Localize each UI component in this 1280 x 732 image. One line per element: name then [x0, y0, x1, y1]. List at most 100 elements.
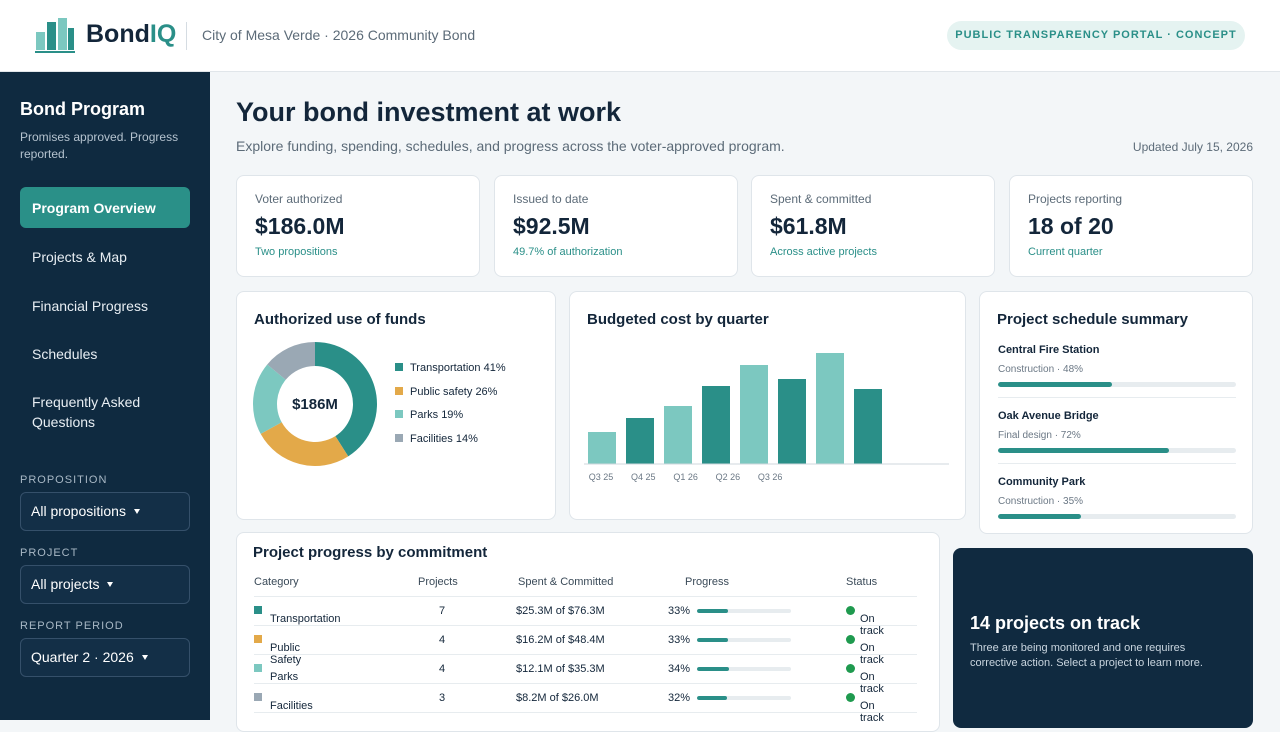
divider — [186, 22, 187, 50]
table-title: Project progress by commitment — [253, 544, 488, 561]
callout[interactable]: 14 projects on track Three are being mon… — [953, 548, 1253, 728]
x-tick-label: Q2 26 — [716, 472, 741, 482]
progress-fill — [697, 609, 729, 613]
table-row[interactable]: Public Safety 4 $16.2M of $48.4M 33% On trac… — [254, 626, 917, 666]
filter-select[interactable]: Quarter 2 · 2026 — [20, 638, 190, 677]
bar — [816, 353, 844, 464]
x-tick-label: Q1 26 — [673, 472, 698, 482]
progress-fill — [998, 514, 1082, 519]
column-header: Category — [254, 576, 299, 588]
bar — [664, 406, 692, 464]
badge: PUBLIC TRANSPARENCY PORTAL · CONCEPT — [947, 21, 1245, 50]
category-swatch — [254, 693, 262, 701]
brand-accent: IQ — [149, 20, 177, 48]
donut-segment — [267, 342, 315, 380]
progress-track — [998, 382, 1236, 387]
spent-cell: $16.2M of $48.4M — [516, 634, 605, 646]
schedule-status: Construction · 35% — [998, 496, 1084, 507]
kpi-card: Spent & committed $61.8M Across active pro… — [751, 175, 995, 277]
brand[interactable]: BondIQ — [86, 20, 176, 49]
legend-item: Parks 19% — [395, 409, 463, 421]
filter-select[interactable]: All propositions — [20, 492, 190, 531]
bar-card: Budgeted cost by quarter Q3 25 Q4 25 Q1 26… — [569, 291, 966, 520]
spent-cell: $8.2M of $26.0M — [516, 692, 599, 704]
status-icon — [846, 664, 855, 673]
chart-title: Budgeted cost by quarter — [587, 311, 769, 328]
progress-label: 33% — [668, 605, 691, 617]
table-row[interactable]: Parks 4 $12.1M of $35.3M 34% On track — [254, 655, 917, 695]
bar — [740, 365, 768, 464]
progress-fill — [998, 448, 1170, 453]
status-text: On track — [860, 700, 884, 724]
table-row[interactable]: Transportation 7 $25.3M of $76.3M 33% On tra… — [254, 597, 917, 637]
progress-track — [697, 696, 791, 700]
filter-label: PROPOSITION — [20, 474, 108, 486]
kpi-label: Issued to date — [513, 192, 589, 206]
status-icon — [846, 606, 855, 615]
progress-fill — [697, 638, 729, 642]
kpi-label: Projects reporting — [1028, 192, 1123, 206]
column-header: Projects — [418, 576, 458, 588]
category-name: Public Safety — [270, 642, 302, 666]
nav-item[interactable]: Frequently Asked Questions — [20, 382, 190, 442]
filter-label: PROJECT — [20, 547, 79, 559]
schedule-name: Oak Avenue Bridge — [998, 410, 1099, 422]
donut-center-label: $186M — [292, 396, 338, 413]
nav-item[interactable]: Financial Progress — [20, 285, 190, 326]
nav-label: Financial Progress — [32, 297, 148, 314]
sidebar-subtitle: Promises approved. Progress reported. — [20, 130, 179, 161]
legend-value: 26% — [475, 385, 498, 398]
legend-swatch — [395, 363, 403, 371]
kpi-value: $186.0M — [255, 213, 345, 239]
bar — [778, 379, 806, 464]
nav-item[interactable]: Program Overview — [20, 187, 190, 228]
donut-chart: $186M — [253, 342, 377, 466]
nav-item[interactable]: Projects & Map — [20, 236, 190, 277]
status-text: On track — [860, 671, 884, 695]
category-cell: Transportation — [254, 605, 341, 625]
sidebar-title: Bond Program — [20, 99, 146, 119]
kpi-value: $61.8M — [770, 213, 847, 239]
kpi-card: Projects reporting 18 of 20 Current quarte… — [1009, 175, 1253, 277]
table-card: Project progress by commitment Category P… — [236, 532, 940, 732]
category-name: Facilities — [270, 700, 313, 712]
schedule-name: Central Fire Station — [998, 344, 1100, 356]
nav-item[interactable]: Schedules — [20, 333, 190, 374]
progress-track — [697, 638, 791, 642]
legend-swatch — [395, 386, 403, 395]
progress-track — [697, 609, 791, 613]
kpi-value: $92.5M — [513, 213, 590, 239]
filter-select[interactable]: All projects — [20, 565, 190, 604]
legend-value: 19% — [441, 409, 464, 421]
x-tick-label: Q3 26 — [758, 472, 783, 482]
table-row[interactable]: Facilities 3 $8.2M of $26.0M 32% On track — [254, 684, 917, 724]
spent-cell: $25.3M of $76.3M — [516, 605, 605, 617]
x-tick-label: Q3 25 — [589, 472, 614, 482]
kpi-card: Issued to date $92.5M 49.7% of authorizati… — [494, 175, 738, 277]
bar — [702, 386, 730, 464]
status-icon — [846, 635, 855, 644]
column-header: Status — [846, 576, 878, 588]
legend-name: Parks — [410, 409, 439, 421]
kpi-label: Spent & committed — [770, 192, 872, 206]
schedule-card: Project schedule summary Central Fire St… — [979, 291, 1253, 534]
progress-fill — [697, 696, 728, 700]
progress-label: 33% — [668, 634, 691, 646]
kpi-card: Voter authorized $186.0M Two propositions — [236, 175, 480, 277]
bar — [626, 418, 654, 464]
column-header: Spent & Committed — [518, 576, 614, 588]
legend-swatch — [395, 433, 403, 442]
nav-label: Program Overview — [32, 199, 156, 216]
legend-name: Transportation — [410, 362, 481, 374]
page-subtitle: Explore funding, spending, schedules, an… — [236, 138, 785, 154]
legend-item: Facilities 14% — [395, 433, 478, 445]
context: City of Mesa Verde · 2026 Community Bond — [202, 27, 476, 43]
spent-cell: $12.1M of $35.3M — [516, 663, 605, 675]
status-cell: On track — [846, 692, 884, 724]
kpi-note: Two propositions — [255, 246, 338, 258]
kpi-label: Voter authorized — [255, 192, 343, 206]
donut-segment — [260, 422, 349, 466]
legend-name: Facilities — [410, 432, 453, 445]
progress-track — [998, 514, 1236, 519]
